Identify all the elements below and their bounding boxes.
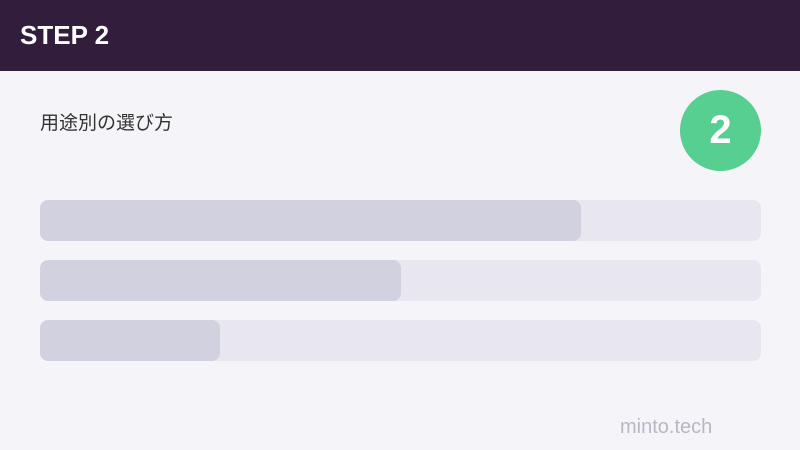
progress-fill-1 bbox=[40, 200, 581, 241]
step-number-badge: 2 bbox=[680, 90, 761, 171]
header-bar: STEP 2 bbox=[0, 0, 800, 71]
progress-bar-3 bbox=[40, 320, 761, 361]
brand-watermark: minto.tech bbox=[620, 416, 713, 438]
progress-bar-2 bbox=[40, 260, 761, 301]
page-subtitle: 用途別の選び方 bbox=[40, 112, 174, 134]
progress-fill-3 bbox=[40, 320, 221, 361]
progress-fill-2 bbox=[40, 260, 401, 301]
step-title: STEP 2 bbox=[20, 20, 110, 50]
progress-bar-1 bbox=[40, 200, 761, 241]
